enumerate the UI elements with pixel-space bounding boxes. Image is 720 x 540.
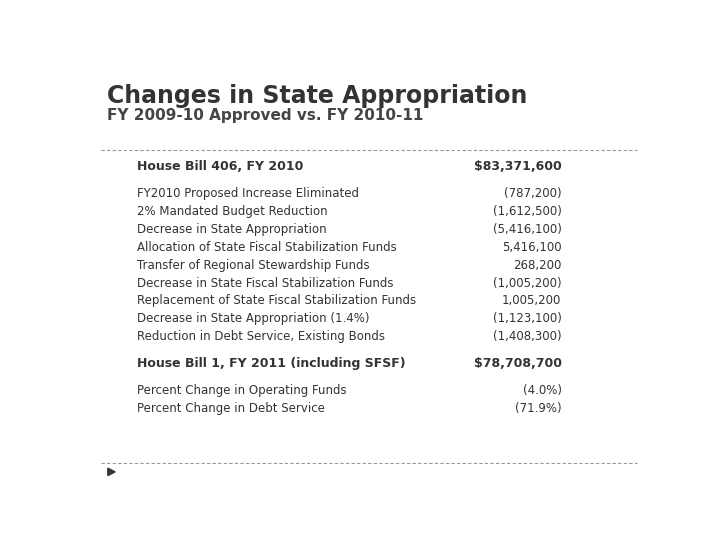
- Text: Replacement of State Fiscal Stabilization Funds: Replacement of State Fiscal Stabilizatio…: [138, 294, 417, 307]
- Text: House Bill 406, FY 2010: House Bill 406, FY 2010: [138, 160, 304, 173]
- Polygon shape: [108, 468, 115, 476]
- Text: (1,612,500): (1,612,500): [492, 205, 562, 218]
- Text: (4.0%): (4.0%): [523, 384, 562, 397]
- Text: House Bill 1, FY 2011 (including SFSF): House Bill 1, FY 2011 (including SFSF): [138, 357, 406, 370]
- Text: 1,005,200: 1,005,200: [502, 294, 562, 307]
- Text: (1,123,100): (1,123,100): [492, 312, 562, 326]
- Text: Decrease in State Appropriation (1.4%): Decrease in State Appropriation (1.4%): [138, 312, 370, 326]
- Text: (1,408,300): (1,408,300): [493, 330, 562, 343]
- Text: Percent Change in Debt Service: Percent Change in Debt Service: [138, 402, 325, 415]
- Text: Reduction in Debt Service, Existing Bonds: Reduction in Debt Service, Existing Bond…: [138, 330, 385, 343]
- Text: Changes in State Appropriation: Changes in State Appropriation: [107, 84, 527, 107]
- Text: (1,005,200): (1,005,200): [493, 276, 562, 289]
- Text: $83,371,600: $83,371,600: [474, 160, 562, 173]
- Text: Decrease in State Appropriation: Decrease in State Appropriation: [138, 223, 327, 236]
- Text: $78,708,700: $78,708,700: [474, 357, 562, 370]
- Text: FY2010 Proposed Increase Eliminated: FY2010 Proposed Increase Eliminated: [138, 187, 359, 200]
- Text: Decrease in State Fiscal Stabilization Funds: Decrease in State Fiscal Stabilization F…: [138, 276, 394, 289]
- Text: Percent Change in Operating Funds: Percent Change in Operating Funds: [138, 384, 347, 397]
- Text: Allocation of State Fiscal Stabilization Funds: Allocation of State Fiscal Stabilization…: [138, 241, 397, 254]
- Text: Transfer of Regional Stewardship Funds: Transfer of Regional Stewardship Funds: [138, 259, 370, 272]
- Text: (5,416,100): (5,416,100): [492, 223, 562, 236]
- Text: (787,200): (787,200): [504, 187, 562, 200]
- Text: 5,416,100: 5,416,100: [502, 241, 562, 254]
- Text: 2% Mandated Budget Reduction: 2% Mandated Budget Reduction: [138, 205, 328, 218]
- Text: 268,200: 268,200: [513, 259, 562, 272]
- Text: (71.9%): (71.9%): [515, 402, 562, 415]
- Text: FY 2009-10 Approved vs. FY 2010-11: FY 2009-10 Approved vs. FY 2010-11: [107, 109, 423, 124]
